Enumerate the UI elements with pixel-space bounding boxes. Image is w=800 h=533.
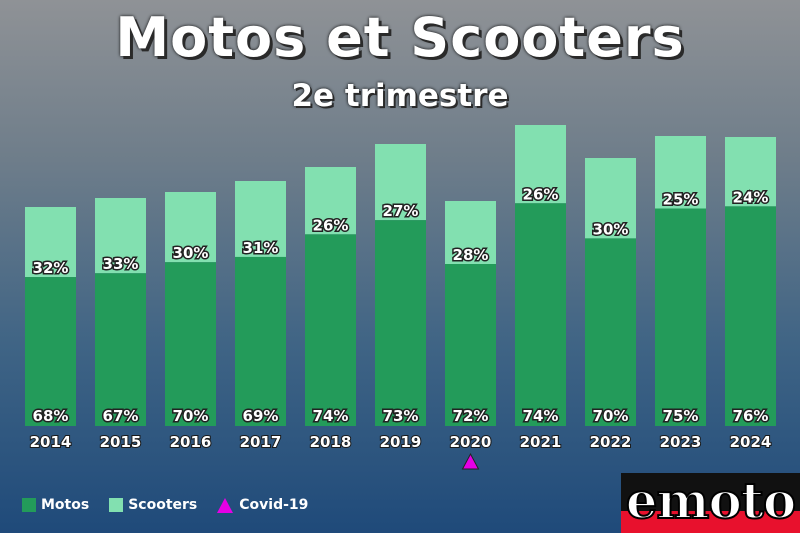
bar-scooters-2019 [375,144,426,221]
legend-item-covid: Covid-19 [217,497,308,513]
x-tick-2015: 2015 [100,433,142,451]
logo-text: emoto [625,473,798,531]
bar-scooters-2015 [95,198,146,274]
data-label-scooters-2018: 26% [313,216,349,234]
bar-motos-2020 [445,264,496,426]
bar-motos-2023 [655,208,706,426]
legend-swatch-motos [22,498,36,512]
legend-label-motos: Motos [41,497,90,513]
data-label-motos-2022: 70% [593,407,629,425]
legend-label-scooters: Scooters [128,497,198,513]
bar-scooters-2017 [235,181,286,257]
covid-marker-2020 [461,452,480,470]
legend: Motos Scooters Covid-19 [22,497,328,513]
data-label-scooters-2020: 28% [453,246,489,264]
x-tick-2014: 2014 [30,433,72,451]
x-tick-2018: 2018 [310,433,352,451]
bar-motos-2021 [515,203,566,426]
data-label-motos-2014: 68% [33,407,69,425]
bar-motos-2016 [165,262,216,426]
x-tick-2022: 2022 [590,433,632,451]
triangle-icon [217,497,234,513]
bar-scooters-2023 [655,136,706,209]
bar-motos-2017 [235,256,286,426]
data-label-scooters-2022: 30% [593,220,629,238]
bar-scooters-2020 [445,201,496,264]
x-tick-2019: 2019 [380,433,422,451]
bar-scooters-2021 [515,125,566,204]
data-label-scooters-2021: 26% [523,185,559,203]
chart-subtitle: 2e trimestre [291,78,509,114]
legend-swatch-scooters [109,498,124,512]
logo-red-band [621,511,800,533]
data-label-motos-2018: 74% [313,407,349,425]
data-label-scooters-2014: 32% [33,259,69,277]
bar-motos-2015 [95,273,146,426]
bar-scooters-2014 [25,207,76,278]
legend-item-motos: Motos [22,497,89,513]
bar-scooters-2016 [165,192,216,263]
bar-motos-2019 [375,220,426,426]
bar-scooters-2024 [725,137,776,207]
data-label-motos-2017: 69% [243,407,279,425]
data-label-scooters-2019: 27% [383,202,419,220]
legend-item-scooters: Scooters [109,497,197,513]
data-label-motos-2020: 72% [453,407,489,425]
bar-motos-2014 [25,277,76,426]
x-tick-2021: 2021 [520,433,562,451]
x-tick-2024: 2024 [730,433,772,451]
bar-scooters-2022 [585,158,636,239]
x-tick-2017: 2017 [240,433,282,451]
data-label-motos-2019: 73% [383,407,419,425]
data-label-scooters-2016: 30% [173,244,209,262]
data-label-motos-2023: 75% [663,407,699,425]
bar-motos-2022 [585,238,636,426]
data-label-scooters-2024: 24% [733,188,769,206]
bar-motos-2018 [305,234,356,426]
x-tick-2020: 2020 [450,433,492,451]
emoto-logo[interactable]: emoto [621,473,800,533]
x-tick-2023: 2023 [660,433,702,451]
legend-label-covid: Covid-19 [239,497,309,513]
data-label-motos-2016: 70% [173,407,209,425]
bar-motos-2024 [725,206,776,426]
x-tick-2016: 2016 [170,433,212,451]
data-label-motos-2021: 74% [523,407,559,425]
data-label-scooters-2023: 25% [663,191,699,209]
data-label-scooters-2017: 31% [243,239,279,257]
bar-scooters-2018 [305,167,356,235]
chart-title: Motos et Scooters [115,6,685,69]
data-label-motos-2015: 67% [103,407,139,425]
data-label-scooters-2015: 33% [103,255,139,273]
data-label-motos-2024: 76% [733,407,769,425]
